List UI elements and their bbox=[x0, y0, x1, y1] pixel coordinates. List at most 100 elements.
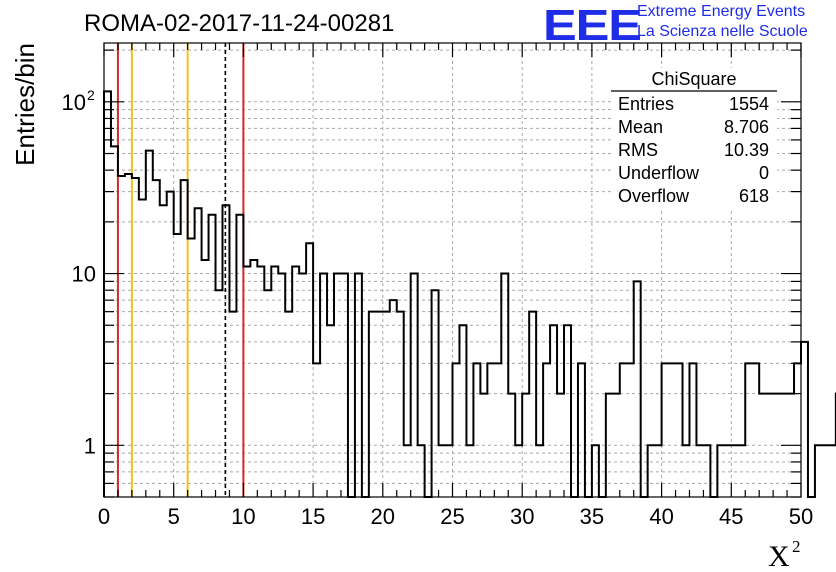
histogram-bin bbox=[411, 274, 418, 497]
histogram-bin bbox=[404, 445, 411, 497]
histogram-bin bbox=[487, 363, 494, 497]
eee-logo: EEE bbox=[543, 1, 642, 50]
stats-label-entries: Entries bbox=[618, 94, 674, 114]
histogram-bin bbox=[494, 363, 501, 497]
histogram-bin bbox=[229, 312, 236, 497]
stats-label-mean: Mean bbox=[618, 117, 663, 137]
histogram-bin bbox=[473, 363, 480, 497]
histogram-bin bbox=[648, 445, 655, 497]
histogram-bin bbox=[703, 445, 710, 497]
histogram-bin bbox=[299, 274, 306, 497]
histogram-bin bbox=[369, 312, 376, 497]
histogram-bin bbox=[181, 180, 188, 497]
x-tick-label: 5 bbox=[168, 504, 180, 529]
stats-label-underflow: Underflow bbox=[618, 163, 700, 183]
histogram-bin bbox=[306, 243, 313, 497]
histogram-layer bbox=[103, 90, 836, 498]
histogram-bin bbox=[669, 363, 676, 497]
histogram-bin bbox=[202, 260, 209, 497]
histogram-bin bbox=[250, 260, 257, 497]
histogram-bin bbox=[752, 363, 759, 497]
histogram-bin bbox=[738, 445, 745, 497]
histogram-bin bbox=[508, 394, 515, 497]
histogram-bin bbox=[613, 394, 620, 497]
histogram-bin bbox=[174, 234, 181, 497]
histogram-bin bbox=[146, 151, 153, 497]
histogram-bin bbox=[745, 363, 752, 497]
histogram-bin bbox=[118, 176, 125, 497]
stats-label-rms: RMS bbox=[618, 140, 658, 160]
histogram-bin bbox=[111, 146, 118, 497]
histogram-bin bbox=[418, 445, 425, 497]
x-tick-label: 50 bbox=[789, 504, 813, 529]
histogram-bin bbox=[683, 445, 690, 497]
histogram-bin bbox=[543, 363, 550, 497]
histogram-bin bbox=[397, 312, 404, 497]
histogram-bin bbox=[334, 274, 341, 497]
histogram-bin bbox=[432, 290, 439, 497]
histogram-bin bbox=[292, 266, 299, 497]
histogram-bin bbox=[222, 205, 229, 497]
x-tick-label: 15 bbox=[301, 504, 325, 529]
histogram-bin bbox=[724, 445, 731, 497]
histogram-bin bbox=[313, 363, 320, 497]
histogram-bin bbox=[794, 363, 801, 497]
histogram-bin bbox=[390, 300, 397, 497]
x-tick-label: 10 bbox=[231, 504, 255, 529]
histogram-bin bbox=[822, 445, 829, 497]
y-tick-label: 10 bbox=[72, 262, 96, 287]
histogram-bin bbox=[662, 363, 669, 497]
y-tick-label-exponent: 2 bbox=[87, 87, 95, 103]
histogram-bin bbox=[195, 208, 202, 497]
histogram-bin bbox=[160, 205, 167, 497]
histogram-bin bbox=[689, 363, 696, 497]
histogram-bin bbox=[536, 445, 543, 497]
histogram-bin bbox=[271, 266, 278, 497]
histogram-bin bbox=[829, 445, 836, 497]
org-name-line1: Extreme Energy Events bbox=[637, 3, 806, 20]
histogram-bin bbox=[522, 394, 529, 497]
histogram-bin bbox=[466, 445, 473, 497]
histogram-bin bbox=[515, 445, 522, 497]
histogram-bin bbox=[731, 445, 738, 497]
stats-box-title: ChiSquare bbox=[651, 69, 736, 89]
histogram-bin bbox=[592, 445, 599, 497]
histogram-bin bbox=[139, 199, 146, 497]
stats-box: ChiSquare Entries 1554 Mean 8.706 RMS 10.39 Und… bbox=[611, 68, 777, 210]
org-name-line2: La Scienza nelle Scuole bbox=[637, 23, 808, 40]
histogram-bin bbox=[278, 274, 285, 497]
histogram-bin bbox=[125, 174, 132, 497]
histogram-outline bbox=[103, 90, 836, 498]
histogram-bin bbox=[188, 238, 195, 497]
histogram-bin bbox=[773, 394, 780, 497]
histogram-bin bbox=[676, 363, 683, 497]
y-axis-label: Entries/bin bbox=[10, 43, 40, 166]
histogram-bin bbox=[153, 180, 160, 497]
histogram-bin bbox=[446, 445, 453, 497]
stats-value-rms: 10.39 bbox=[724, 140, 769, 160]
histogram-bin bbox=[696, 445, 703, 497]
x-tick-label: 25 bbox=[440, 504, 464, 529]
x-tick-label: 40 bbox=[649, 504, 673, 529]
histogram-bin bbox=[376, 312, 383, 497]
histogram-bin bbox=[341, 274, 348, 497]
x-tick-label: 0 bbox=[98, 504, 110, 529]
stats-value-mean: 8.706 bbox=[724, 117, 769, 137]
histogram-bin bbox=[285, 312, 292, 497]
histogram-bin bbox=[243, 266, 250, 497]
histogram-bin bbox=[717, 445, 724, 497]
stats-box-bg bbox=[611, 68, 777, 210]
histogram-bin bbox=[439, 445, 446, 497]
histogram-bin bbox=[550, 325, 557, 497]
histogram-bin bbox=[766, 394, 773, 497]
chart-title: ROMA-02-2017-11-24-00281 bbox=[84, 10, 395, 37]
x-tick-label: 45 bbox=[719, 504, 743, 529]
histogram-bin bbox=[815, 445, 822, 497]
histogram-bin bbox=[453, 363, 460, 497]
histogram-bin bbox=[634, 281, 641, 497]
stats-label-overflow: Overflow bbox=[618, 186, 690, 206]
histogram-bin bbox=[264, 290, 271, 497]
histogram-bin bbox=[320, 274, 327, 497]
histogram-bin bbox=[578, 363, 585, 497]
